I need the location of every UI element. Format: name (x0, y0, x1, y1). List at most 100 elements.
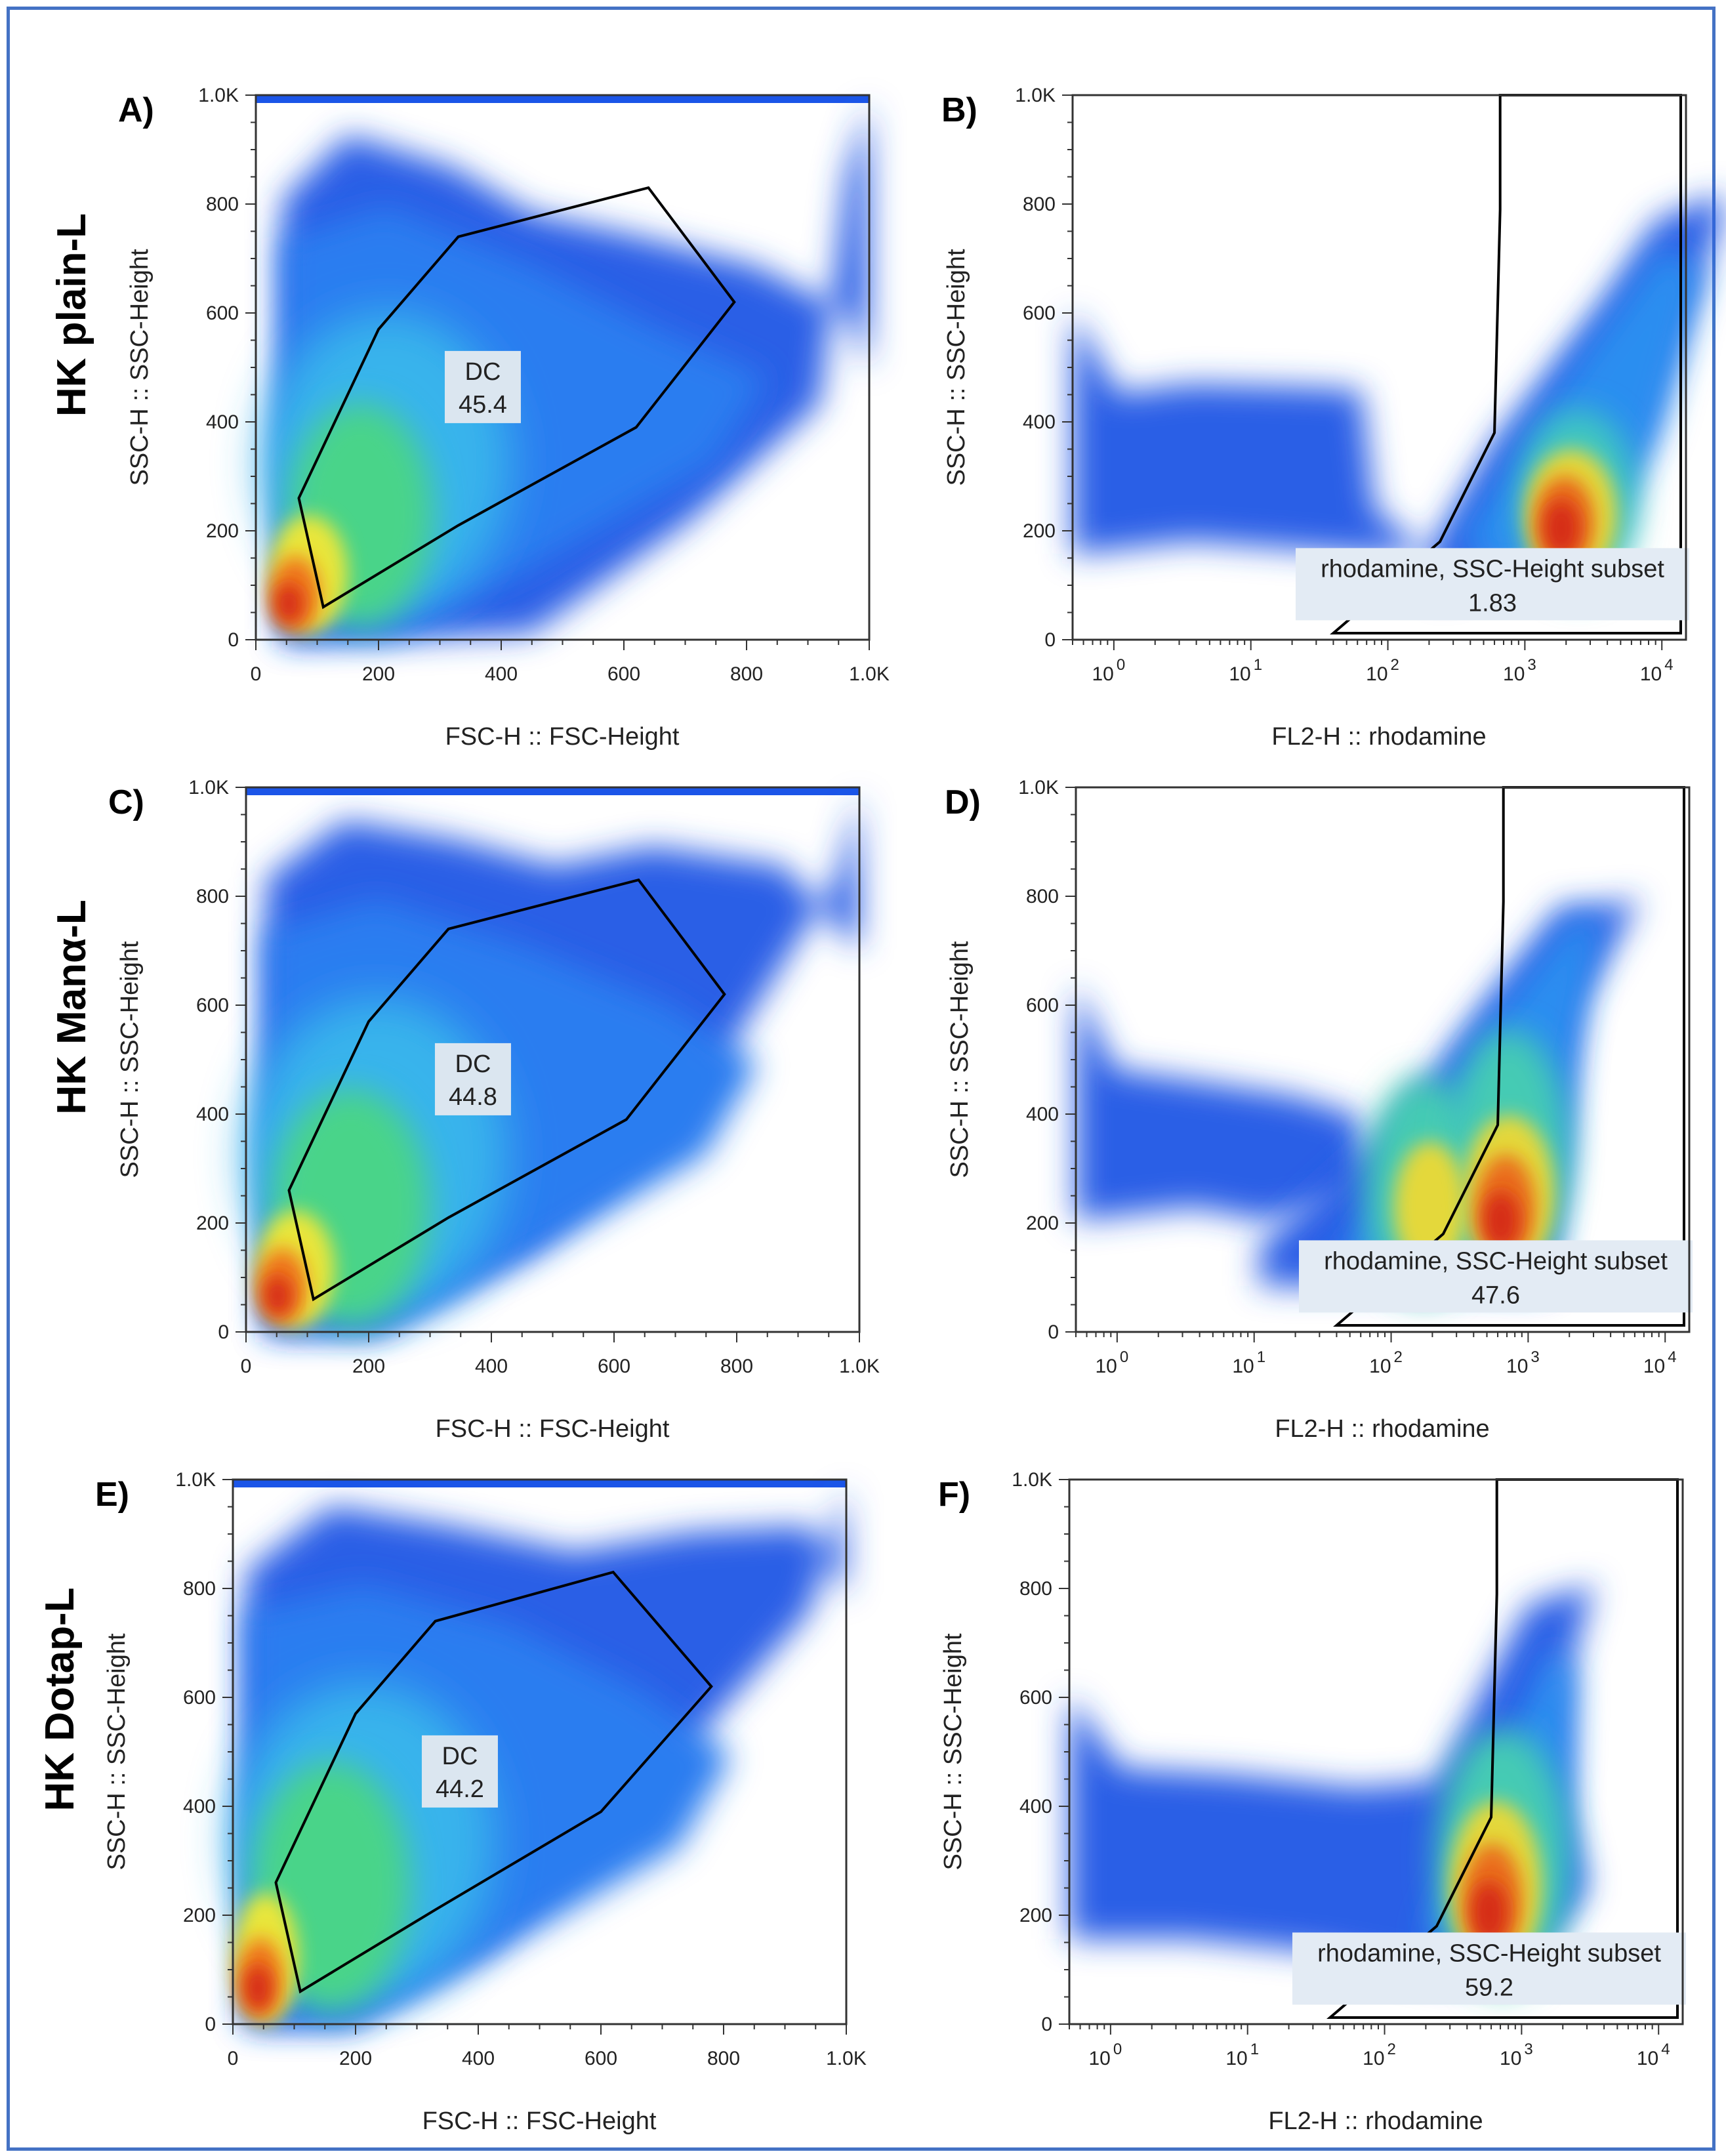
x-tick-label: 10 3 (1500, 2041, 1533, 2069)
y-tick-label: 1.0K (1015, 85, 1056, 106)
y-tick-label: 400 (183, 1796, 216, 1817)
y-tick-label: 0 (218, 1321, 229, 1343)
y-axis-title: SSC-H :: SSC-Height (939, 1633, 967, 1871)
density-red (1543, 499, 1580, 557)
y-axis-title: SSC-H :: SSC-Height (946, 941, 974, 1178)
y-axis-title: SSC-H :: SSC-Height (126, 249, 154, 486)
y-tick-label: 0 (1041, 2014, 1052, 2035)
density-cloud (256, 95, 869, 640)
y-tick-label: 600 (206, 302, 239, 324)
panel-a: A) DC 45.4 0 200 400 600 800 1.0K 0 200 400 600 8… (118, 85, 890, 751)
panel-letter: E) (95, 1476, 129, 1514)
density-left (1076, 984, 1371, 1220)
gate-label-value: 47.6 (1471, 1281, 1520, 1309)
panel-d: D) rhodamine, SSC-Height subset 47.6 10 0… (945, 777, 1693, 1443)
gate-label-name: DC (455, 1050, 491, 1078)
x-tick-label: 1.0K (849, 663, 890, 685)
x-tick-label: 10 1 (1232, 1348, 1265, 1377)
panel-c: C) DC 44.8 0 200 400 600 800 1.0K 0 200 400 600 8… (108, 777, 880, 1443)
y-tick-label: 1.0K (175, 1469, 216, 1491)
x-tick-label: 10 0 (1088, 2041, 1122, 2069)
x-tick-label: 800 (720, 1356, 753, 1377)
y-tick-label: 400 (206, 411, 239, 433)
y-tick-label: 0 (1044, 629, 1056, 651)
density-cloud (1076, 899, 1640, 1299)
x-tick-label: 10 4 (1637, 2041, 1670, 2069)
top-density-band (256, 95, 869, 103)
panel-letter: C) (108, 783, 144, 821)
x-tick-exponent: 0 (1120, 1348, 1128, 1366)
y-tick-label: 800 (1026, 886, 1059, 907)
density-red (1483, 1191, 1519, 1250)
x-tick-exponent: 4 (1664, 656, 1673, 674)
panel-letter: B) (941, 91, 977, 129)
gate-label-box (1292, 1932, 1686, 2005)
y-tick-label: 800 (1023, 194, 1056, 215)
density-cloud (246, 787, 859, 1332)
x-tick-exponent: 3 (1531, 1348, 1539, 1366)
x-axis-title: FSC-H :: FSC-Height (422, 2107, 657, 2135)
x-tick-label: 0 (251, 663, 262, 685)
density-cloud (1073, 194, 1722, 594)
x-tick-exponent: 2 (1387, 2041, 1396, 2058)
x-tick-label: 10 1 (1225, 2041, 1259, 2069)
gate-polygon (287, 878, 726, 1302)
y-tick-label: 600 (1019, 1687, 1052, 1709)
x-axis-title: FSC-H :: FSC-Height (436, 1415, 670, 1443)
density-cloud (1069, 1585, 1594, 1991)
x-axis-title: FL2-H :: rhodamine (1271, 723, 1486, 751)
x-tick-exponent: 4 (1668, 1348, 1676, 1366)
y-axis: 0 200 400 600 800 1.0K (198, 85, 256, 651)
x-tick-label: 10 0 (1095, 1348, 1128, 1377)
top-density-band (246, 787, 859, 795)
y-axis: 0 200 400 600 800 1.0K (1015, 85, 1073, 651)
y-tick-label: 800 (206, 194, 239, 215)
y-tick-label: 400 (1026, 1104, 1059, 1125)
x-tick-label: 400 (462, 2048, 495, 2069)
gate-label-name: DC (465, 358, 501, 386)
y-tick-label: 0 (205, 2014, 216, 2035)
panel-letter: D) (945, 783, 981, 821)
panel-f: F) rhodamine, SSC-Height subset 59.2 10 0… (938, 1469, 1686, 2135)
gate-outline (1326, 1478, 1679, 2019)
y-tick-label: 200 (183, 1905, 216, 1926)
x-tick-exponent: 4 (1661, 2041, 1670, 2058)
gate-label-value: 59.2 (1465, 1974, 1513, 2001)
top-density-band (233, 1480, 846, 1487)
y-axis: 0 200 400 600 800 1.0K (188, 777, 246, 1343)
y-tick-label: 800 (1019, 1578, 1052, 1600)
y-axis: 0 200 400 600 800 1.0K (1018, 777, 1076, 1343)
x-axis-title: FL2-H :: rhodamine (1275, 1415, 1489, 1443)
x-tick-label: 400 (485, 663, 518, 685)
x-tick-label: 0 (241, 1356, 252, 1377)
gate-label-value: 44.8 (449, 1083, 497, 1111)
gate-polygon (274, 1570, 713, 1994)
y-tick-label: 400 (1019, 1796, 1052, 1817)
x-tick-label: 0 (228, 2048, 239, 2069)
x-tick-label: 10 3 (1503, 656, 1536, 685)
x-tick-exponent: 1 (1254, 656, 1262, 674)
x-tick-label: 10 1 (1229, 656, 1262, 685)
x-tick-exponent: 1 (1250, 2041, 1259, 2058)
x-axis-title: FSC-H :: FSC-Height (445, 723, 680, 751)
x-axis: 0 200 400 600 800 1.0K (228, 2024, 867, 2069)
x-axis: 10 0 10 1 10 2 10 3 10 4 (1072, 640, 1674, 685)
row-label-dotap: HK Dotap-L (37, 1588, 83, 1812)
y-tick-label: 200 (1019, 1905, 1052, 1926)
y-tick-label: 200 (206, 520, 239, 542)
panel-letter: F) (938, 1476, 970, 1514)
x-axis: 10 0 10 1 10 2 10 3 10 4 (1075, 1332, 1677, 1377)
x-tick-label: 1.0K (826, 2048, 867, 2069)
panel-e: E) DC 44.2 0 200 400 600 800 1.0K 0 200 400 600 8… (95, 1469, 867, 2135)
density-yellow-left (1394, 1142, 1466, 1273)
x-tick-label: 10 4 (1640, 656, 1674, 685)
gate-label-value: 1.83 (1468, 589, 1517, 617)
gate-label-name: rhodamine, SSC-Height subset (1321, 555, 1664, 583)
gate-label-box (1296, 548, 1689, 621)
gate-label-box (434, 1043, 511, 1115)
x-tick-exponent: 3 (1527, 656, 1536, 674)
density-red (1471, 1881, 1508, 1944)
y-axis: 0 200 400 600 800 1.0K (175, 1469, 233, 2035)
figure-frame (7, 7, 1716, 2151)
gate-outline (1330, 94, 1682, 634)
